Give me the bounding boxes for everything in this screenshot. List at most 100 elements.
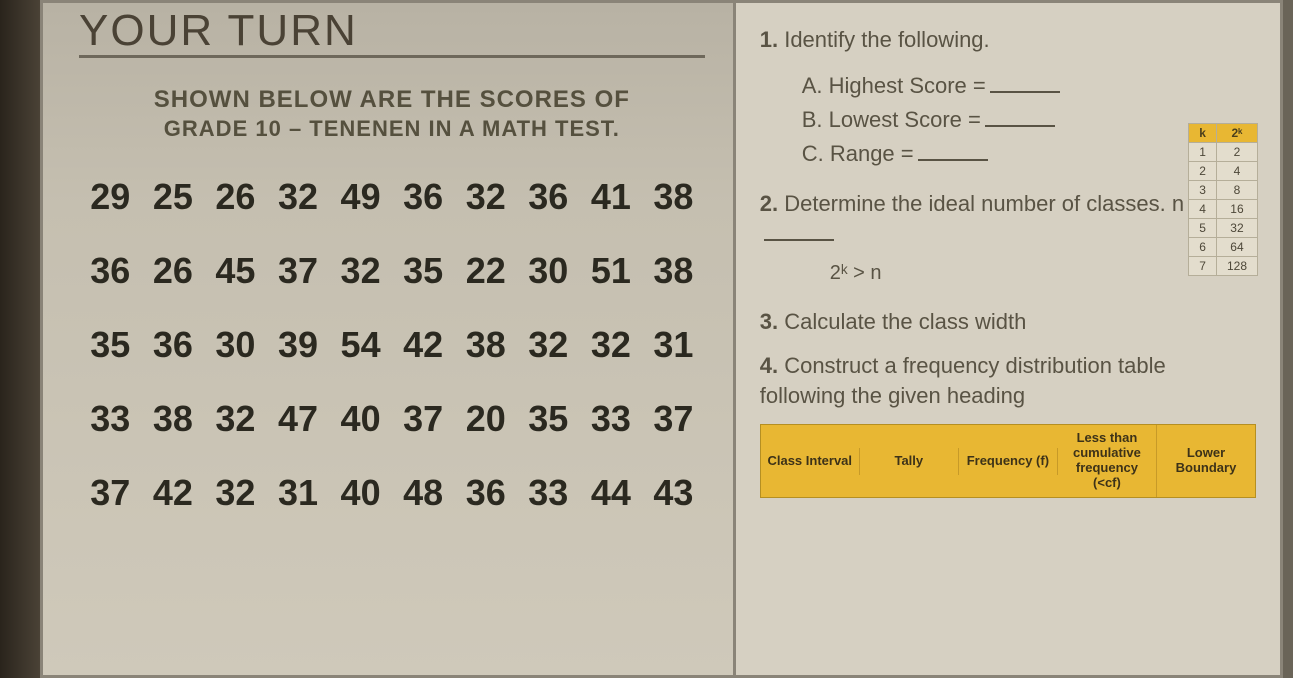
fdt-column-header: Lower Boundary	[1157, 440, 1255, 482]
q3-text: Calculate the class width	[784, 309, 1026, 334]
score-cell: 31	[271, 472, 326, 514]
score-cell: 36	[83, 250, 138, 292]
score-cell: 32	[521, 324, 576, 366]
score-cell: 30	[521, 250, 576, 292]
mini-table-cell: 1	[1189, 143, 1217, 162]
score-cell: 32	[208, 472, 263, 514]
mini-table-cell: 16	[1216, 200, 1257, 219]
score-cell: 37	[271, 250, 326, 292]
score-cell: 38	[458, 324, 513, 366]
question-1: 1. Identify the following.	[760, 25, 1256, 55]
mini-table-cell: 2	[1189, 162, 1217, 181]
q2-text: Determine the ideal number of classes. n…	[784, 191, 1203, 216]
score-cell: 38	[646, 250, 701, 292]
score-cell: 44	[584, 472, 639, 514]
fdt-column-header: Frequency (f)	[959, 448, 1058, 475]
score-cell: 40	[333, 398, 388, 440]
score-cell: 41	[584, 176, 639, 218]
mini-table-cell: 32	[1216, 219, 1257, 238]
subtitle-line1: SHOWN BELOW ARE THE SCORES OF	[79, 84, 705, 115]
score-cell: 51	[584, 250, 639, 292]
q1b-blank[interactable]	[985, 113, 1055, 127]
score-cell: 35	[396, 250, 451, 292]
score-cell: 36	[396, 176, 451, 218]
title-rule	[79, 55, 705, 58]
score-cell: 37	[396, 398, 451, 440]
mini-table-cell: 128	[1216, 257, 1257, 276]
q2-blank[interactable]	[764, 227, 834, 241]
mini-table-cell: 2	[1216, 143, 1257, 162]
q3-number: 3.	[760, 309, 778, 334]
mini-table-cell: 5	[1189, 219, 1217, 238]
mini-table-row: 24	[1189, 162, 1258, 181]
score-cell: 49	[333, 176, 388, 218]
mini-table-row: 12	[1189, 143, 1258, 162]
score-cell: 33	[83, 398, 138, 440]
q1a-blank[interactable]	[990, 79, 1060, 93]
mini-table-cell: 7	[1189, 257, 1217, 276]
score-cell: 40	[333, 472, 388, 514]
q1-text: Identify the following.	[784, 27, 989, 52]
score-cell: 42	[146, 472, 201, 514]
mini-table-row: 664	[1189, 238, 1258, 257]
score-cell: 37	[83, 472, 138, 514]
photo-edge-shadow	[0, 0, 40, 678]
mini-table-header: k	[1189, 124, 1217, 143]
fdt-header-row: Class IntervalTallyFrequency (f)Less tha…	[760, 424, 1256, 498]
question-3: 3. Calculate the class width	[760, 307, 1256, 337]
score-cell: 29	[83, 176, 138, 218]
score-cell: 30	[208, 324, 263, 366]
score-cell: 22	[458, 250, 513, 292]
score-cell: 32	[208, 398, 263, 440]
q1c-label: C. Range =	[802, 141, 914, 166]
score-cell: 35	[521, 398, 576, 440]
score-cell: 42	[396, 324, 451, 366]
right-panel: 1. Identify the following. A. Highest Sc…	[736, 3, 1280, 675]
score-cell: 31	[646, 324, 701, 366]
score-cell: 54	[333, 324, 388, 366]
question-4: 4. Construct a frequency distribution ta…	[760, 351, 1256, 410]
mini-table-cell: 4	[1216, 162, 1257, 181]
fdt-column-header: Less than cumulative frequency (<cf)	[1058, 425, 1157, 497]
mini-table-cell: 8	[1216, 181, 1257, 200]
page-title: YOUR TURN	[79, 9, 705, 49]
q4-text: Construct a frequency distribution table…	[760, 353, 1166, 408]
question-2: 2. Determine the ideal number of classes…	[760, 189, 1256, 248]
mini-table-row: 7128	[1189, 257, 1258, 276]
score-cell: 32	[458, 176, 513, 218]
score-cell: 32	[333, 250, 388, 292]
q1c-blank[interactable]	[918, 147, 988, 161]
mini-table-row: 38	[1189, 181, 1258, 200]
score-cell: 25	[146, 176, 201, 218]
score-cell: 33	[584, 398, 639, 440]
q2-number: 2.	[760, 191, 778, 216]
score-cell: 39	[271, 324, 326, 366]
score-cell: 36	[521, 176, 576, 218]
mini-table-cell: 3	[1189, 181, 1217, 200]
score-cell: 45	[208, 250, 263, 292]
subtitle-line2: GRADE 10 – TENENEN IN A MATH TEST.	[79, 115, 705, 144]
score-grid: 2925263249363236413836264537323522305138…	[79, 172, 705, 522]
score-cell: 38	[646, 176, 701, 218]
mini-table-row: 416	[1189, 200, 1258, 219]
mini-table-cell: 64	[1216, 238, 1257, 257]
score-cell: 20	[458, 398, 513, 440]
left-panel: YOUR TURN SHOWN BELOW ARE THE SCORES OF …	[43, 3, 736, 675]
score-cell: 32	[584, 324, 639, 366]
fdt-column-header: Tally	[860, 448, 959, 475]
fdt-column-header: Class Interval	[761, 448, 860, 475]
score-cell: 33	[521, 472, 576, 514]
score-cell: 32	[271, 176, 326, 218]
q1-sub-a: A. Highest Score =	[802, 69, 1256, 103]
subtitle: SHOWN BELOW ARE THE SCORES OF GRADE 10 –…	[79, 84, 705, 144]
mini-table-cell: 4	[1189, 200, 1217, 219]
powers-of-two-table: k2ᵏ1224384165326647128	[1188, 123, 1258, 276]
score-cell: 26	[146, 250, 201, 292]
worksheet-page: YOUR TURN SHOWN BELOW ARE THE SCORES OF …	[40, 0, 1283, 678]
score-cell: 48	[396, 472, 451, 514]
score-cell: 36	[146, 324, 201, 366]
score-cell: 47	[271, 398, 326, 440]
q1a-label: A. Highest Score =	[802, 73, 986, 98]
q1-number: 1.	[760, 27, 778, 52]
score-cell: 43	[646, 472, 701, 514]
